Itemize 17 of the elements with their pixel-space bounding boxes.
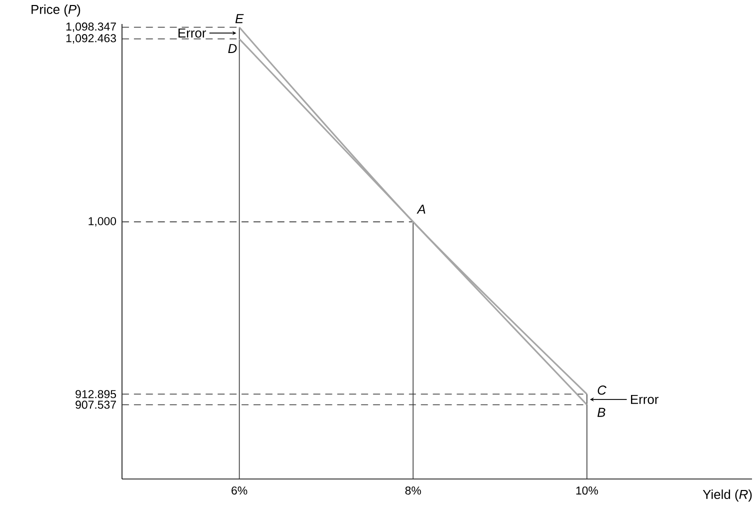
annotation: Error (178, 28, 206, 38)
y-tick-label: 912.895 (76, 390, 116, 398)
x-tick-label: 6% (232, 486, 248, 495)
y-tick-label: 907.537 (76, 400, 116, 409)
y-tick-label: 1,098.347 (66, 22, 116, 32)
y-tick-label: 1,092.463 (66, 34, 116, 44)
y-tick-label: 1,000 (88, 217, 116, 227)
x-axis-title: Yield (R) (702, 490, 752, 502)
annotation: E (235, 14, 244, 24)
annotation: A (416, 204, 426, 214)
annotation: D (228, 44, 237, 53)
x-tick-label: 10% (576, 486, 598, 495)
annotation: Error (631, 394, 659, 404)
annotation: B (597, 408, 606, 417)
x-tick-label: 8% (405, 486, 421, 495)
y-axis-title: Price (P) (32, 4, 80, 17)
annotation: C (598, 386, 606, 395)
